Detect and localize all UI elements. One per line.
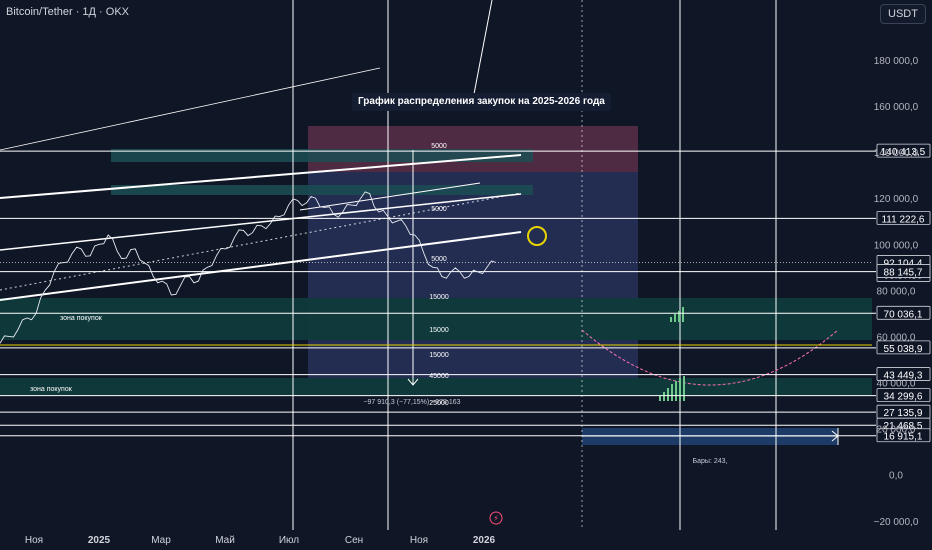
y-tick-label: 80 000,0	[877, 286, 916, 297]
x-tick-label: Мар	[151, 535, 171, 546]
price-label-box	[876, 305, 931, 320]
volume-bar	[659, 396, 661, 401]
bars-count-label: Бары: 243,	[693, 458, 728, 465]
price-label-box	[876, 388, 931, 403]
volume-bar	[674, 314, 676, 322]
y-tick-label: 120 000,0	[874, 194, 919, 205]
y-tick-label: 180 000,0	[874, 56, 919, 67]
trend-channels	[0, 0, 522, 301]
order-label: 45000	[429, 373, 449, 380]
channel-thin	[0, 67, 381, 151]
order-labels: 5000 5000 5000 15000 15000 15000 45000 25000 зон…	[30, 143, 728, 465]
channel-mid	[0, 193, 522, 251]
y-tick-label: 100 000,0	[874, 240, 919, 251]
volume-bar	[682, 307, 684, 322]
zap-icon-glyph: ⚡	[493, 514, 499, 523]
volume-bar	[679, 378, 681, 401]
price-label: 43 449,3	[884, 371, 923, 382]
volume-bar	[678, 311, 680, 322]
alert-zap-button[interactable]: ⚡	[489, 511, 503, 525]
x-tick-label: Ноя	[410, 535, 428, 546]
price-label: 16 915,1	[884, 432, 923, 443]
channel-lower	[0, 231, 522, 301]
price-label: 140 413,5	[881, 147, 926, 158]
y-tick-label: 160 000,0	[874, 102, 919, 113]
y-tick-label: 40 000,0	[877, 379, 916, 390]
order-label: 5000	[431, 206, 447, 213]
order-label: 5000	[431, 143, 447, 150]
y-tick-label: 60 000,0	[877, 332, 916, 343]
price-label-box	[876, 340, 931, 355]
price-label-box	[876, 264, 931, 278]
price-label-box	[876, 367, 931, 381]
price-label-box	[876, 211, 931, 225]
price-label-box	[876, 143, 931, 158]
x-tick-label: 2025	[88, 535, 111, 546]
projection-arc	[581, 329, 839, 386]
volume-bar	[683, 376, 685, 401]
price-label: 27 135,9	[884, 408, 923, 419]
order-label: 25000	[429, 400, 449, 407]
price-series	[0, 191, 497, 344]
y-tick-label: 140 000,0	[874, 148, 919, 159]
buy-zone-upper	[0, 298, 872, 340]
volume-bar	[670, 317, 672, 322]
volume-bar	[675, 381, 677, 401]
symbol-title: Bitcoin/Tether · 1Д · OKX	[6, 6, 129, 18]
y-tick-label: 20 000,0	[877, 425, 916, 436]
zap-icon[interactable]	[489, 511, 503, 525]
vertical-lines	[292, 0, 777, 530]
chart-title: График распределения закупок на 2025-202…	[352, 93, 611, 111]
currency-selector[interactable]: USDT	[880, 4, 926, 24]
price-label: 70 036,1	[884, 309, 923, 320]
marker-circle	[527, 226, 547, 246]
x-tick-label: Май	[215, 535, 235, 546]
zone-band-1	[111, 149, 533, 162]
price-label: 34 299,6	[884, 392, 923, 403]
measure-arrowhead	[407, 378, 419, 386]
x-tick-label: Июл	[279, 535, 299, 546]
title-pointer	[473, 0, 493, 95]
volume-bar	[671, 384, 673, 401]
buy-zone-label: зона покупок	[60, 315, 103, 322]
zone-band-2	[111, 185, 533, 195]
price-label: 21 468,5	[884, 421, 923, 432]
price-label: 92 104,4	[884, 258, 923, 269]
volume-bar	[663, 392, 665, 401]
volume-bar	[667, 388, 669, 401]
volume-bars	[659, 307, 685, 401]
price-label: 55 038,9	[884, 344, 923, 355]
channel-dotted	[0, 192, 522, 291]
order-label: 5000	[431, 256, 447, 263]
order-label: 15000	[429, 294, 449, 301]
channel-upper	[0, 154, 522, 199]
price-label: 88 145,7	[884, 268, 923, 279]
order-label: 15000	[429, 352, 449, 359]
y-tick-label: 0,0	[889, 471, 903, 482]
order-label: 15000	[429, 327, 449, 334]
time-axis: Ноя 2025 Мар Май Июл Сен Ноя 2026	[25, 535, 496, 546]
buy-zone-label: зона покупок	[30, 386, 73, 393]
x-tick-label: Сен	[345, 535, 363, 546]
price-label-box	[876, 428, 931, 443]
y-tick-label: −20 000,0	[874, 517, 919, 528]
price-line	[0, 191, 497, 344]
price-axis: 180 000,0 160 000,0 140 000,0 120 000,0 100 …	[874, 56, 919, 528]
x-tick-label: 2026	[473, 535, 496, 546]
channel-short	[299, 182, 481, 211]
x-tick-label: Ноя	[25, 535, 43, 546]
price-label: 111 222,6	[881, 214, 924, 225]
buy-zone-lower	[0, 378, 872, 396]
measure-label: −97 910,3 (−77,15%) −978 163	[363, 399, 460, 406]
